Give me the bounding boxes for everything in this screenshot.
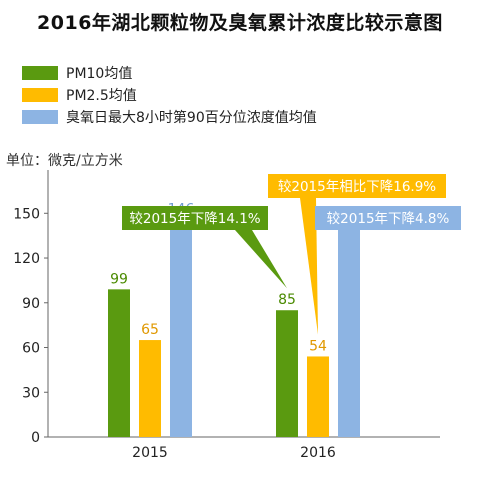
data-label: 65 xyxy=(141,322,159,338)
bar-pm25-2016 xyxy=(307,356,329,437)
legend: PM10均值 PM2.5均值 臭氧日最大8小时第90百分位浓度值均值 xyxy=(22,62,317,128)
legend-swatch-pm10 xyxy=(22,66,58,80)
data-label: 99 xyxy=(110,271,128,287)
x-tick-label-2015: 2015 xyxy=(132,445,168,461)
y-tick-label: 120 xyxy=(13,251,40,267)
legend-label-o3: 臭氧日最大8小时第90百分位浓度值均值 xyxy=(66,110,317,126)
chart-title: 2016年湖北颗粒物及臭氧累计浓度比较示意图 xyxy=(37,12,443,34)
y-tick-label: 30 xyxy=(22,385,40,401)
annotation-text: 较2015年相比下降16.9% xyxy=(278,179,436,195)
unit-label: 单位：微克/立方米 xyxy=(6,153,123,169)
annotation-pointer xyxy=(300,198,318,335)
legend-label-pm25: PM2.5均值 xyxy=(66,88,137,104)
y-tick-label: 150 xyxy=(13,206,40,222)
bar-o3-2016 xyxy=(338,229,360,437)
annotation-text: 较2015年下降14.1% xyxy=(129,211,260,227)
annotation-box xyxy=(315,206,461,230)
y-tick-label: 60 xyxy=(22,341,40,357)
legend-item-pm25: PM2.5均值 xyxy=(22,84,317,106)
annotation-pointer xyxy=(235,230,287,289)
y-tick-label: 90 xyxy=(22,296,40,312)
legend-item-pm10: PM10均值 xyxy=(22,62,317,84)
legend-swatch-pm25 xyxy=(22,88,58,102)
legend-label-pm10: PM10均值 xyxy=(66,66,133,82)
data-label: 54 xyxy=(309,338,327,354)
legend-item-o3: 臭氧日最大8小时第90百分位浓度值均值 xyxy=(22,106,317,128)
data-label: 85 xyxy=(278,292,296,308)
bar-pm25-2015 xyxy=(139,340,161,437)
annotation-box xyxy=(268,174,446,198)
bar-pm10-2015 xyxy=(108,289,130,437)
annotation-text: 较2015年下降4.8% xyxy=(327,211,450,227)
bar-pm10-2016 xyxy=(276,310,298,437)
annotation-box xyxy=(122,206,268,230)
bar-o3-2015 xyxy=(170,219,192,437)
y-tick-label: 0 xyxy=(31,430,40,446)
x-tick-label-2016: 2016 xyxy=(300,445,336,461)
legend-swatch-o3 xyxy=(22,110,58,124)
